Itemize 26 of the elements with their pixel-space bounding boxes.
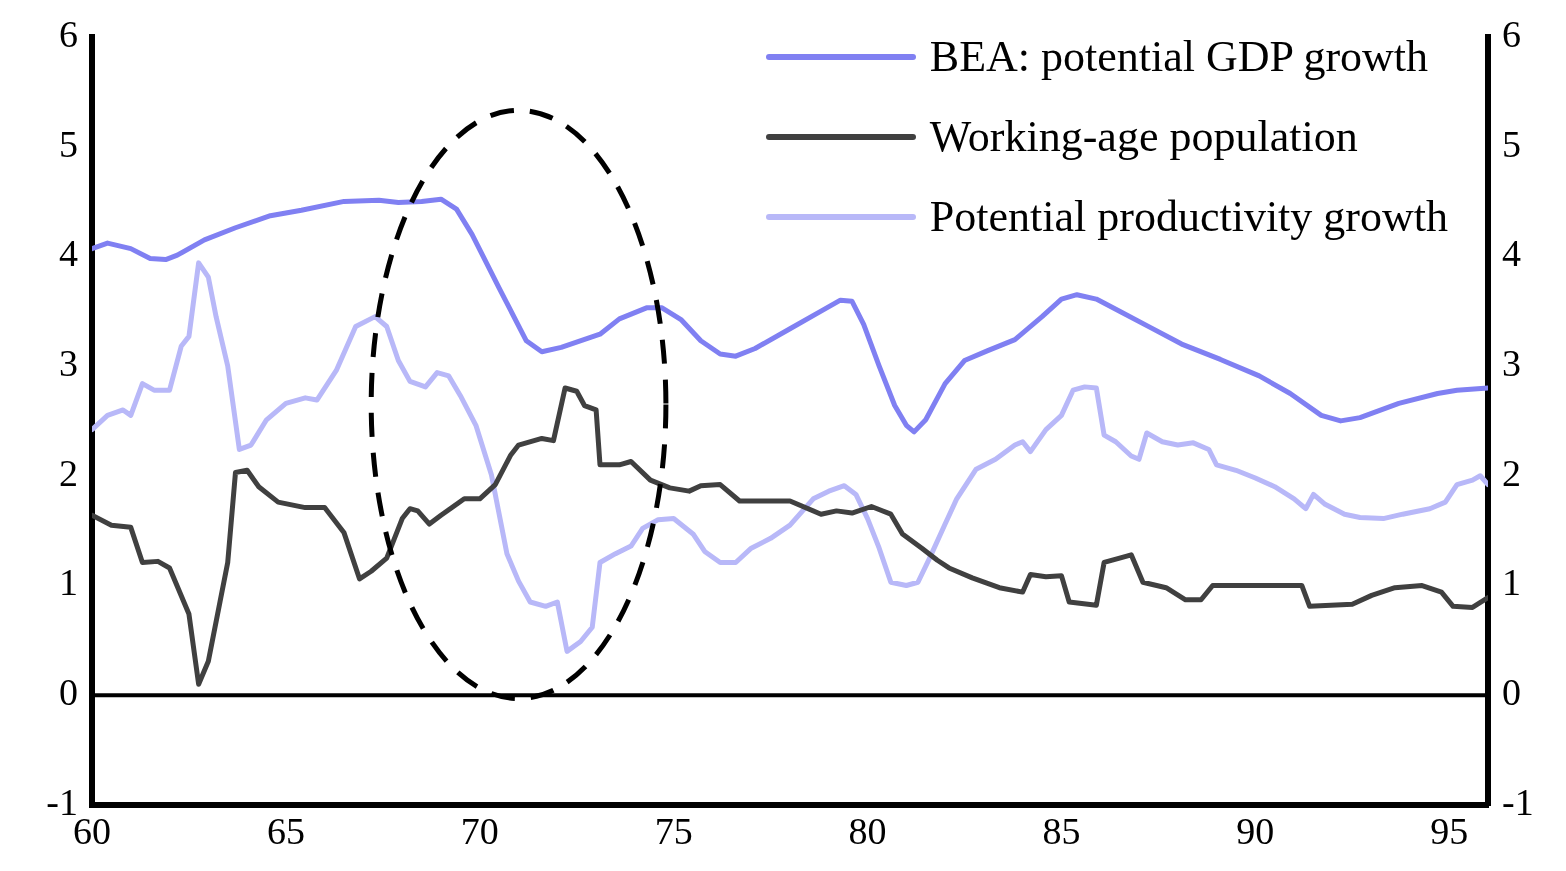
y2-tick-label: -1 [1502,780,1534,823]
y-tick-label: 0 [59,671,78,714]
y2-tick-label: 4 [1502,232,1521,275]
legend-label: BEA: potential GDP growth [929,31,1429,83]
y2-tick-label: 2 [1502,451,1521,494]
x-tick-label: 80 [848,809,887,852]
y-tick-label: 3 [59,342,78,385]
y-tick-label: 6 [59,12,78,55]
legend-label: Potential productivity growth [929,191,1448,243]
x-tick-label: 95 [1430,809,1469,852]
y2-tick-label: 6 [1502,12,1521,55]
x-tick-label: 75 [654,809,693,852]
y2-tick-label: 3 [1502,342,1521,385]
y-tick-label: 4 [59,232,78,275]
y2-tick-label: 0 [1502,671,1521,714]
y2-tick-label: 1 [1502,561,1521,604]
x-tick-label: 85 [1042,809,1081,852]
legend-label: Working-age population [929,111,1358,163]
x-tick-label: 90 [1236,809,1275,852]
x-tick-label: 65 [266,809,305,852]
y-tick-label: -1 [46,780,78,823]
y-tick-label: 2 [59,451,78,494]
y-tick-label: 5 [59,122,78,165]
x-tick-label: 70 [460,809,499,852]
y2-tick-label: 5 [1502,122,1521,165]
y-tick-label: 1 [59,561,78,604]
